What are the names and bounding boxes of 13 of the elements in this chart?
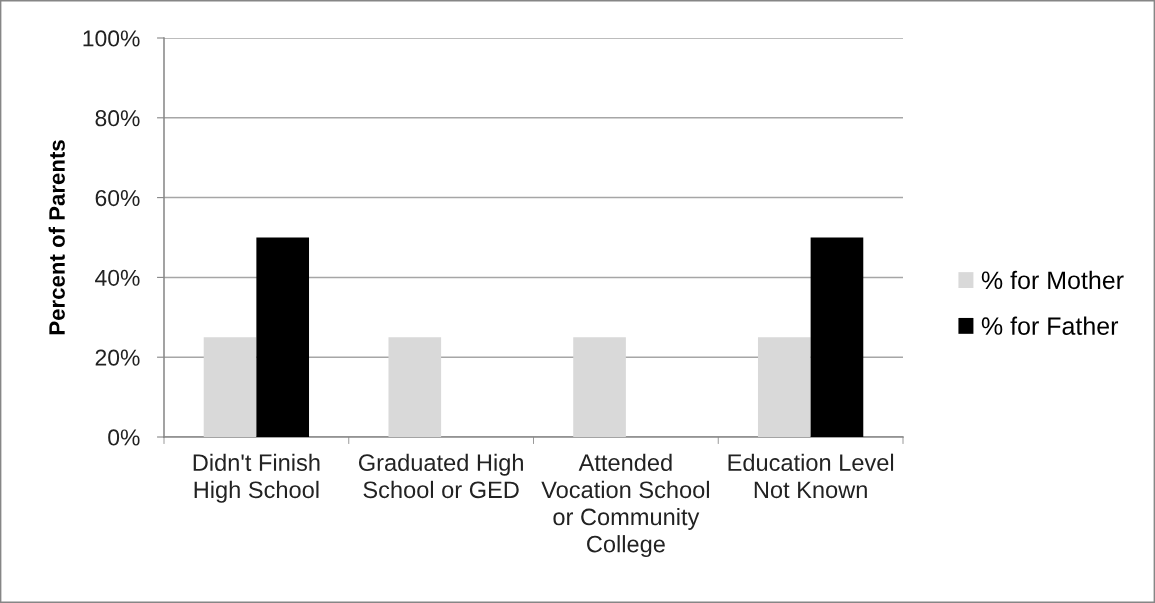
legend-label: % for Father <box>981 316 1119 335</box>
x-tick-label: Graduated High School or GED <box>358 453 523 499</box>
x-tick-label: Attended Vocation School or Community College <box>541 453 709 558</box>
x-tick-label: Education Level Not Known <box>728 453 894 499</box>
y-tick-label: 80% <box>95 110 140 127</box>
y-tick-label: 20% <box>95 349 140 366</box>
legend-label: % for Mother <box>981 270 1124 290</box>
y-tick-label: 40% <box>95 269 140 286</box>
y-axis-title: Percent of Parents <box>48 140 65 335</box>
x-tick-label: Didn't Finish High School <box>193 453 320 503</box>
y-tick-label: 100% <box>83 30 140 47</box>
y-tick-label: 60% <box>95 189 140 207</box>
y-tick-label: 0% <box>108 429 140 446</box>
